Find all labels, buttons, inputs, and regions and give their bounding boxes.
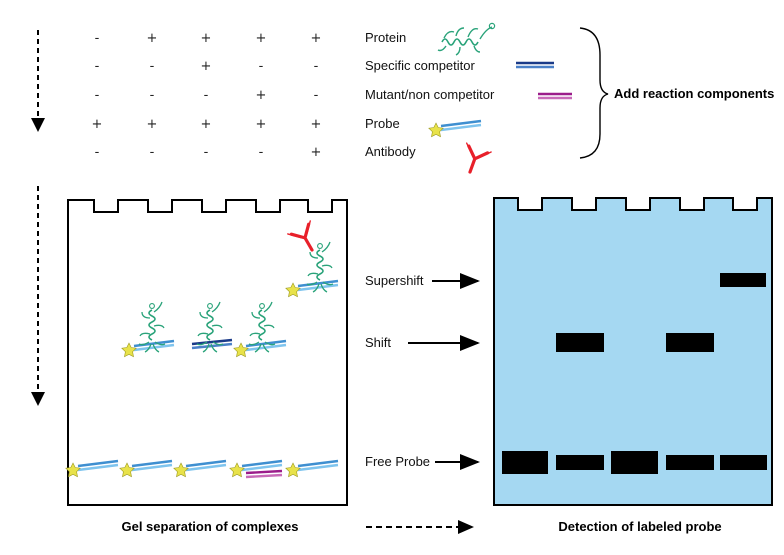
probe-legend-icon [427, 119, 483, 138]
shift-label: Shift [365, 335, 391, 350]
component-label-antibody: Antibody [365, 144, 416, 159]
sign-r2-c0: - [95, 88, 100, 103]
free-probe-band-lane-2 [556, 455, 604, 470]
sign-r4-c3: - [259, 145, 264, 160]
sign-r3-c0: + [92, 117, 103, 132]
caption-detection: Detection of labeled probe [558, 519, 721, 534]
component-label-probe: Probe [365, 116, 400, 131]
shift-band-lane-2 [556, 333, 604, 352]
caption-gel-separation: Gel separation of complexes [121, 519, 298, 534]
free-probe-band-lane-4 [666, 455, 714, 470]
shift-complex-lane-3 [191, 301, 233, 353]
supershift-band-lane-5 [720, 273, 766, 287]
sign-r2-c4: - [314, 88, 319, 103]
sign-r1-c0: - [95, 59, 100, 74]
supershift-label: Supershift [365, 273, 424, 288]
sign-r1-c1: - [150, 59, 155, 74]
sign-r0-c3: + [256, 31, 267, 46]
free-probe-band-lane-5 [720, 455, 767, 470]
components-brace [579, 27, 609, 159]
free-probe-band-lane-3 [611, 451, 658, 474]
sign-r2-c2: - [204, 88, 209, 103]
component-label-specific-competitor: Specific competitor [365, 58, 475, 73]
step-arrow-bottom-head [31, 392, 45, 406]
component-label-protein: Protein [365, 30, 406, 45]
protein-legend-icon [437, 22, 496, 56]
antibody-legend-icon [456, 141, 493, 179]
sign-r0-c0: - [95, 31, 100, 46]
sign-r0-c4: + [311, 31, 322, 46]
separation-gel [67, 199, 348, 506]
sign-r0-c1: + [147, 31, 158, 46]
shift-band-lane-4 [666, 333, 714, 352]
sign-r1-c4: - [314, 59, 319, 74]
brace-label: Add reaction components [614, 86, 774, 101]
reaction-sign-grid: - + + + + - - + - - - - - + - + + + + + … [92, 31, 322, 160]
sign-r1-c2: + [201, 59, 212, 74]
step-arrow-top-head [31, 118, 45, 132]
sign-r2-c1: - [150, 88, 155, 103]
sign-r2-c3: + [256, 88, 267, 103]
sign-r3-c2: + [201, 117, 212, 132]
sign-r3-c4: + [311, 117, 322, 132]
component-label-mutant-competitor: Mutant/non competitor [365, 87, 495, 102]
sign-r0-c2: + [201, 31, 212, 46]
free-probe-band-lane-1 [502, 451, 548, 474]
sign-r3-c1: + [147, 117, 158, 132]
mutant-competitor-lane-4 [245, 469, 283, 479]
sign-r4-c2: - [204, 145, 209, 160]
sign-r4-c4: + [311, 145, 322, 160]
caption-dashed-arrow-head [458, 520, 474, 534]
sign-r4-c1: - [150, 145, 155, 160]
mutant-competitor-legend-icon [538, 92, 572, 100]
specific-competitor-legend-icon [516, 61, 554, 69]
sign-r3-c3: + [256, 117, 267, 132]
free-probe-label: Free Probe [365, 454, 430, 469]
sign-r1-c3: - [259, 59, 264, 74]
sign-r4-c0: - [95, 145, 100, 160]
detection-gel [493, 197, 773, 506]
